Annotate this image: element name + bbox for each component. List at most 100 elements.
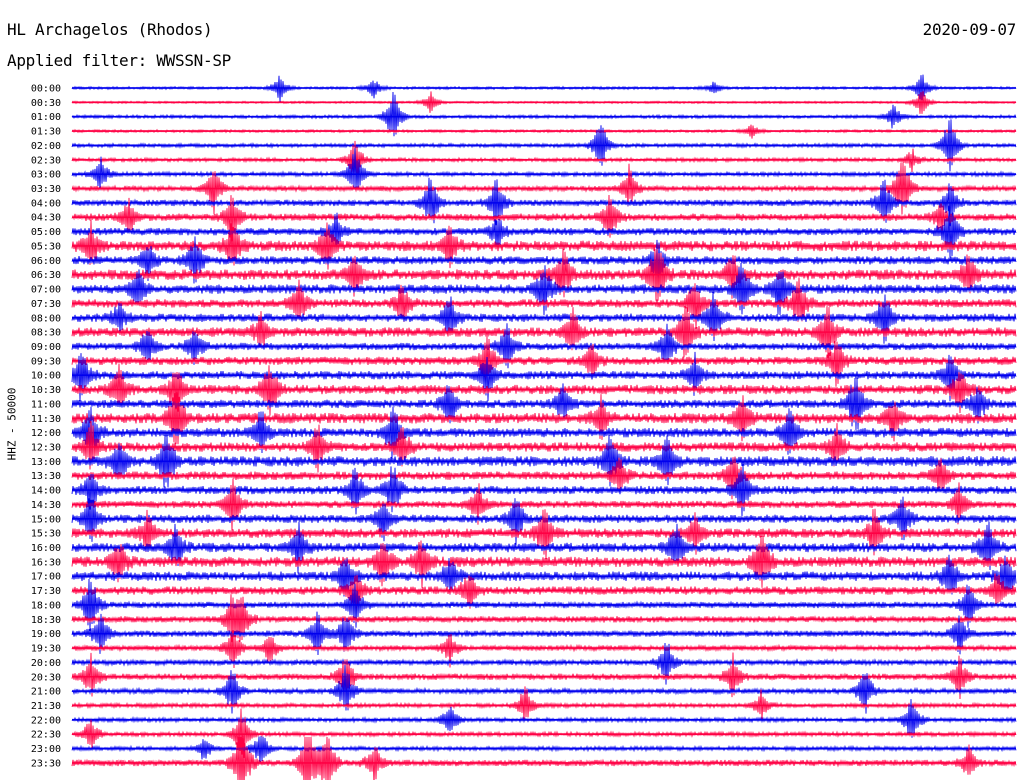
time-tick-label: 21:00 [31,687,61,698]
tick-labels: 00:00 00:30 01:00 01:30 02:00 02:30 03:00 03:30… [31,84,61,770]
trace-group [71,74,1017,780]
time-tick-label: 19:00 [31,629,61,640]
seismic-trace [71,642,1017,685]
time-tick-label: 14:00 [31,486,61,497]
seismic-trace [71,736,1017,780]
seismic-trace [71,699,1017,738]
time-tick-label: 20:00 [31,658,61,669]
time-tick-label: 20:30 [31,672,61,683]
seismic-trace [71,140,1017,180]
time-tick-label: 23:30 [31,758,61,769]
time-tick-label: 10:30 [31,385,61,396]
date-label: 2020-09-07 [922,20,1017,39]
time-tick-label: 12:30 [31,443,61,454]
seismic-trace [71,535,1017,588]
seismic-trace [71,406,1017,459]
time-tick-label: 23:00 [31,744,61,755]
seismic-trace [71,594,1017,643]
time-tick-label: 08:00 [31,313,61,324]
time-tick-label: 22:30 [31,730,61,741]
seismic-trace [71,248,1017,301]
seismic-trace [71,91,1017,137]
seismic-trace [71,686,1017,721]
seismic-trace [71,456,1017,500]
seismic-trace [71,508,1017,560]
seismic-trace [71,736,1017,764]
time-tick-label: 11:30 [31,414,61,425]
seismic-trace [71,630,1017,669]
time-tick-label: 14:30 [31,500,61,511]
seismic-trace [71,277,1017,329]
seismic-trace [71,291,1017,344]
time-tick-label: 01:00 [31,112,61,123]
time-tick-label: 18:00 [31,600,61,611]
seismic-trace [71,573,1017,613]
seismic-trace [71,177,1017,227]
time-tick-label: 02:00 [31,141,61,152]
time-tick-label: 15:00 [31,514,61,525]
time-tick-label: 01:30 [31,127,61,138]
time-tick-label: 11:00 [31,399,61,410]
time-tick-label: 04:00 [31,198,61,209]
time-tick-label: 18:30 [31,615,61,626]
time-tick-label: 02:30 [31,155,61,166]
seismic-trace [71,554,1017,597]
seismic-trace [71,236,1017,284]
seismic-trace [71,392,1017,445]
time-tick-label: 00:30 [31,98,61,109]
time-tick-label: 16:30 [31,557,61,568]
seismic-trace [71,496,1017,545]
seismic-trace [71,363,1017,416]
seismic-trace [71,665,1017,714]
seismic-trace [71,420,1017,473]
seismic-trace [71,74,1017,102]
time-tick-label: 12:00 [31,428,61,439]
station-title: HL Archagelos (Rhodos) [7,20,213,39]
time-tick-label: 13:00 [31,457,61,468]
filter-label: Applied filter: WWSSN-SP [7,51,231,70]
seismic-trace [71,306,1017,359]
seismic-trace [71,124,1017,139]
seismic-trace [71,262,1017,316]
time-tick-label: 05:00 [31,227,61,238]
seismic-trace [71,478,1017,531]
seismic-trace [71,323,1017,369]
time-tick-label: 17:30 [31,586,61,597]
seismic-trace [71,119,1017,172]
seismic-trace [71,521,1017,574]
time-tick-label: 07:00 [31,285,61,296]
time-tick-label: 06:00 [31,256,61,267]
time-tick-label: 13:30 [31,471,61,482]
seismic-trace [71,205,1017,258]
seismic-trace [71,336,1017,387]
time-tick-label: 19:30 [31,644,61,655]
seismic-trace [71,91,1017,114]
time-tick-label: 03:30 [31,184,61,195]
seismic-trace [71,377,1017,430]
time-tick-label: 09:00 [31,342,61,353]
seismic-trace [71,435,1017,488]
time-tick-label: 15:30 [31,529,61,540]
time-tick-label: 21:30 [31,701,61,712]
time-tick-label: 05:30 [31,241,61,252]
seismic-trace [71,351,1017,402]
time-tick-label: 03:00 [31,170,61,181]
time-tick-label: 08:30 [31,328,61,339]
time-tick-label: 09:30 [31,356,61,367]
seismic-trace [71,162,1017,215]
seismic-trace [71,708,1017,759]
time-tick-label: 00:00 [31,84,61,95]
seismic-trace [71,611,1017,656]
time-tick-label: 10:00 [31,371,61,382]
seismic-trace [71,194,1017,242]
seismic-trace [71,219,1017,270]
time-tick-label: 07:30 [31,299,61,310]
time-tick-label: 16:00 [31,543,61,554]
seismic-trace [71,464,1017,517]
time-tick-label: 04:30 [31,213,61,224]
seismic-trace [71,578,1017,632]
seismic-trace [71,148,1017,191]
time-tick-label: 17:00 [31,572,61,583]
time-tick-label: 22:00 [31,715,61,726]
